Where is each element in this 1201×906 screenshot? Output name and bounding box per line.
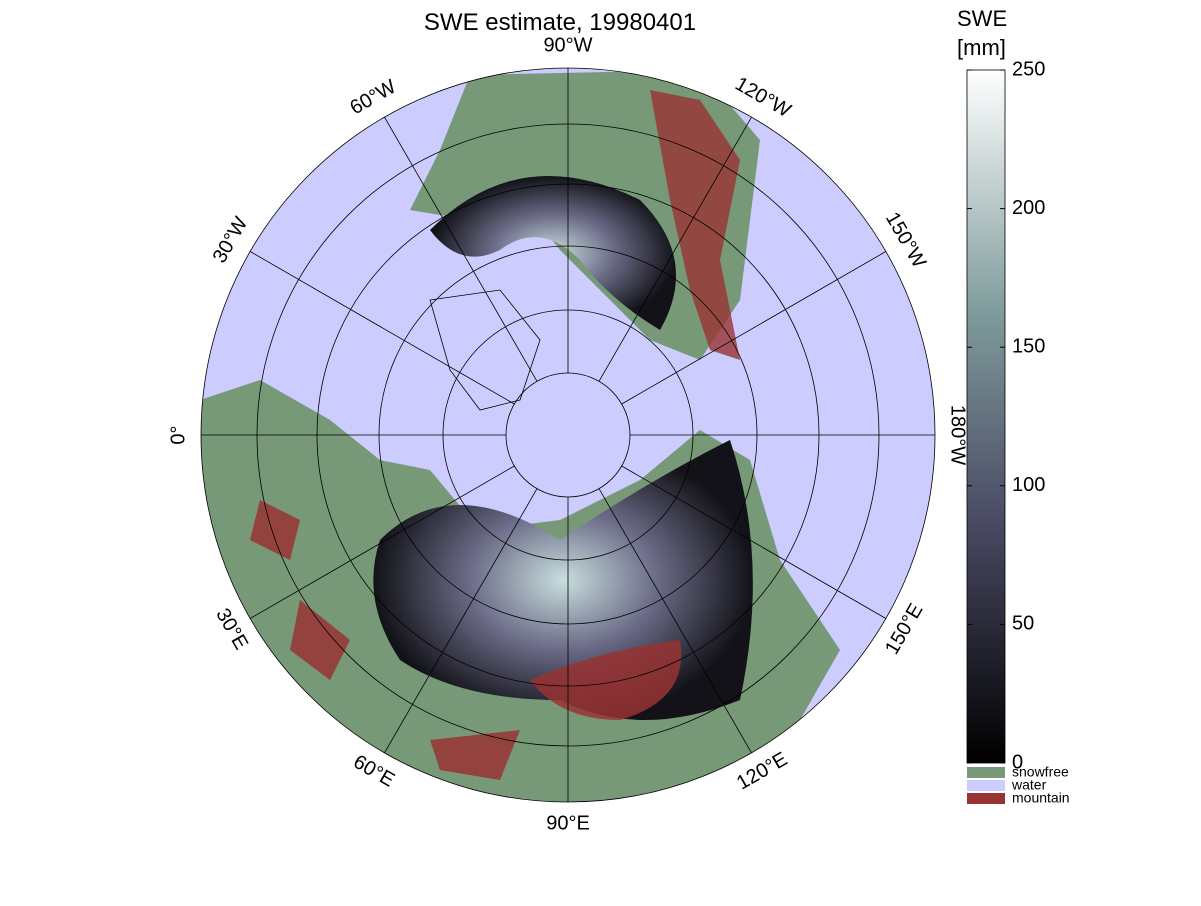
snow-north-america [430,176,676,330]
legend-label: water [1011,777,1047,793]
meridian [249,465,515,619]
mountain-asia [250,500,682,780]
colorbar [966,69,1006,764]
colorbar-tick-label: 50 [1012,613,1034,635]
meridian-label: 60°E [349,751,398,792]
legend-label: mountain [1012,790,1070,806]
legend-swatch [967,793,1005,804]
meridian-label: 30°E [211,605,252,654]
colorbar-tick-label: 250 [1012,58,1045,80]
meridian [598,488,752,754]
meridian-label: 0° [167,425,189,444]
colorbar-label: [mm] [957,35,1006,60]
legend-label: snowfree [1012,764,1069,780]
legend-swatch [967,780,1005,791]
meridian-label: 90°W [543,34,592,56]
meridian [384,488,538,754]
title: SWE estimate, 19980401 [424,9,696,36]
meridian [598,116,752,382]
colorbar-tick-label: 200 [1012,197,1045,219]
colorbar-label: SWE [957,6,1007,31]
meridian-label: 180°W [947,405,969,465]
legend-swatch [967,767,1005,778]
graticule [200,67,936,803]
meridian [621,465,887,619]
meridian-label: 90°E [546,812,590,834]
colorbar-tick-label: 100 [1012,474,1045,496]
meridian [621,251,887,405]
mountain-rockies [650,90,740,360]
meridian [249,251,515,405]
greenland [429,289,541,411]
colorbar-tick-label: 150 [1012,335,1045,357]
colorbar-tick-label: 0 [1012,751,1023,773]
meridian [384,116,538,382]
map [201,68,935,802]
